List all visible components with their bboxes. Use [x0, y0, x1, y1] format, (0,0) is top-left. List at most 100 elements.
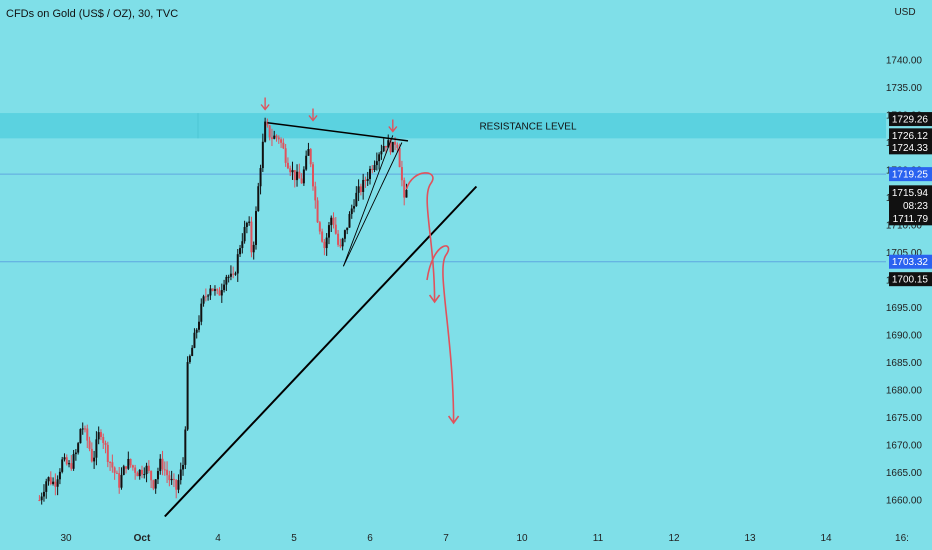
wedge-line-0[interactable]	[342, 135, 394, 267]
candle-body	[398, 147, 401, 168]
peak-arrow-head	[388, 126, 398, 133]
candle	[318, 220, 321, 235]
candle-body	[88, 440, 91, 449]
projection-arrow-icon[interactable]	[405, 172, 441, 304]
candle	[403, 177, 406, 206]
candle-body	[325, 237, 328, 249]
candle	[188, 354, 191, 364]
candle-body	[218, 290, 221, 296]
candle	[141, 465, 143, 479]
candle	[125, 466, 128, 474]
candle-body	[79, 429, 82, 444]
candle-body	[52, 481, 55, 484]
peak-arrow-head	[308, 115, 318, 122]
price-label-text: 1729.26	[892, 115, 929, 126]
candle	[204, 288, 207, 302]
candle	[136, 471, 139, 477]
candle	[234, 271, 237, 276]
candle-body	[309, 149, 312, 165]
candle	[366, 171, 369, 186]
candle	[131, 464, 134, 471]
candle	[54, 473, 57, 496]
candle-body	[229, 273, 232, 277]
candle	[99, 429, 102, 441]
candle	[375, 152, 378, 171]
candle-body	[207, 295, 210, 297]
candle-body	[154, 479, 157, 489]
candle-body	[348, 214, 351, 228]
candle-body	[232, 273, 235, 275]
candle	[232, 266, 235, 279]
candle	[90, 442, 93, 463]
candle-body	[364, 179, 367, 181]
candle-body	[70, 463, 73, 469]
candle	[218, 287, 221, 296]
candle-body	[369, 168, 371, 179]
candle-body	[143, 474, 146, 476]
candle-body	[99, 432, 102, 438]
candle-body	[405, 189, 408, 198]
wedge-line-1[interactable]	[342, 142, 403, 267]
candle-body	[186, 362, 189, 430]
candle	[198, 315, 200, 333]
candle-body	[305, 155, 308, 170]
candle	[343, 229, 346, 243]
candle	[177, 474, 180, 494]
candle	[300, 173, 303, 184]
candle-body	[115, 472, 118, 474]
candle	[296, 164, 299, 187]
candle	[289, 165, 292, 177]
candle-body	[204, 296, 207, 298]
candle-body	[241, 241, 244, 249]
candle-body	[373, 165, 376, 170]
candle-body	[257, 186, 260, 212]
candle	[325, 233, 328, 256]
candle-body	[134, 467, 137, 473]
candle-body	[296, 171, 299, 181]
candle-body	[42, 491, 45, 497]
candle-body	[109, 461, 112, 463]
price-label: 1715.94	[889, 185, 932, 200]
candle	[186, 356, 189, 431]
candle	[357, 179, 360, 202]
price-tick-label: 1735.00	[886, 83, 923, 94]
candle-body	[289, 168, 292, 173]
candle-body	[111, 462, 114, 468]
candle-body	[391, 141, 394, 153]
candle	[305, 150, 308, 171]
candle-body	[259, 168, 262, 187]
candle	[113, 466, 116, 480]
candle	[225, 274, 228, 292]
candle-body	[68, 463, 71, 465]
candle-body	[302, 169, 305, 184]
candle	[284, 143, 287, 167]
candle-body	[188, 355, 191, 363]
candle	[65, 454, 68, 466]
price-label-box	[889, 128, 932, 143]
descending-resistance-line[interactable]	[267, 121, 409, 142]
candle	[314, 181, 317, 209]
price-tick-label: 1740.00	[886, 56, 923, 67]
candle	[45, 478, 48, 499]
candle-body	[327, 225, 330, 238]
candle	[72, 449, 75, 471]
candle	[213, 285, 216, 296]
candle-body	[49, 477, 52, 484]
time-axis[interactable]: 30 Oct 4 5 6 7 10 11 12 13 14 16:	[60, 533, 909, 544]
candle-body	[152, 480, 155, 489]
candle-body	[61, 459, 64, 472]
price-label: 1711.79	[889, 211, 932, 226]
candle-body	[384, 145, 387, 148]
candle	[170, 470, 173, 485]
candle-body	[125, 466, 128, 469]
candle-body	[168, 475, 171, 481]
candle-body	[179, 469, 182, 481]
candle	[56, 475, 59, 496]
candle	[337, 230, 340, 247]
candle	[195, 328, 198, 339]
projection-arrow-icon[interactable]	[426, 245, 460, 425]
candle-body	[90, 448, 93, 462]
candle	[261, 133, 264, 173]
rising-trendline[interactable]	[164, 185, 478, 518]
